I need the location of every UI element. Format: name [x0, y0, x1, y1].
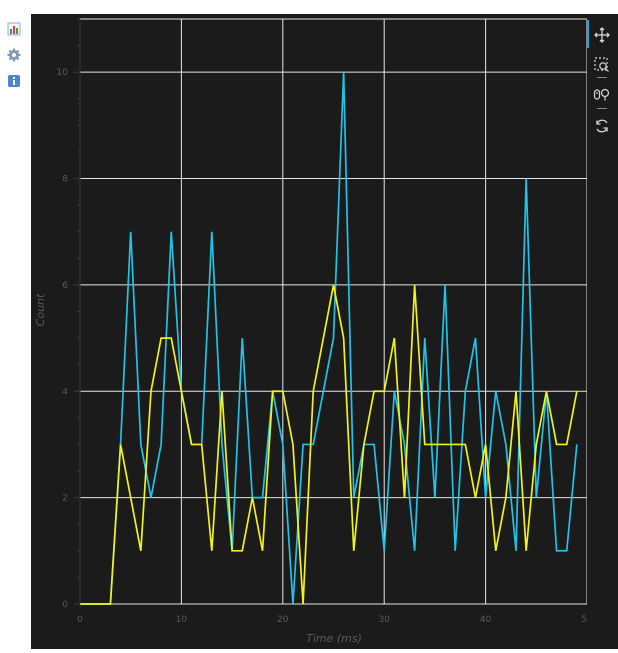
right-toolbar	[587, 14, 618, 649]
line-chart[interactable]: 010203040500246810 Count Time (ms)	[31, 14, 593, 649]
gear-icon[interactable]	[7, 48, 21, 62]
y-tick-label: 6	[62, 281, 68, 291]
x-tick-label: 10	[176, 615, 188, 625]
y-tick-label: 8	[62, 175, 68, 185]
y-tick-label: 2	[62, 494, 68, 504]
toolbar-divider	[597, 77, 607, 78]
bar-chart-icon[interactable]	[7, 22, 21, 36]
grid	[79, 18, 588, 605]
x-tick-label: 40	[480, 615, 492, 625]
active-tool-indicator	[587, 20, 589, 48]
x-tick-label: 30	[378, 615, 390, 625]
series-line-2[interactable]	[80, 284, 578, 605]
x-tick-label: 20	[277, 615, 289, 625]
reset-icon[interactable]	[592, 116, 612, 136]
y-axis-label: Count	[34, 293, 47, 326]
pan-tool-icon[interactable]	[592, 25, 612, 45]
x-tick-label: 0	[77, 615, 83, 625]
y-tick-label: 4	[62, 387, 68, 397]
axes: 010203040500246810	[57, 18, 593, 625]
y-tick-label: 10	[57, 68, 69, 78]
wheel-zoom-icon[interactable]	[592, 85, 612, 105]
series-layer	[80, 72, 578, 605]
box-zoom-icon[interactable]	[592, 55, 612, 75]
x-axis-label: Time (ms)	[306, 632, 362, 645]
y-tick-label: 0	[62, 600, 68, 610]
plot-frame: 010203040500246810 Count Time (ms)	[31, 14, 618, 649]
info-icon[interactable]	[7, 74, 21, 88]
toolbar-divider	[597, 108, 607, 109]
series-line-1[interactable]	[80, 72, 578, 605]
